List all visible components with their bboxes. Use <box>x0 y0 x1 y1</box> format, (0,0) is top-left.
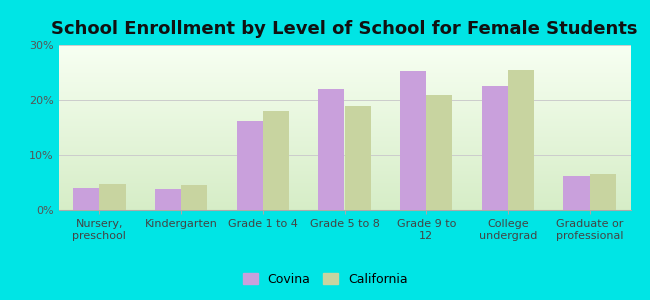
Bar <box>99 184 125 210</box>
Bar <box>263 111 289 210</box>
Bar <box>564 176 590 210</box>
Title: School Enrollment by Level of School for Female Students: School Enrollment by Level of School for… <box>51 20 638 38</box>
Bar <box>400 71 426 210</box>
Bar <box>426 94 452 210</box>
Bar <box>155 189 181 210</box>
Legend: Covina, California: Covina, California <box>237 268 413 291</box>
Bar <box>73 188 99 210</box>
Bar <box>344 106 370 210</box>
Bar <box>482 86 508 210</box>
Bar <box>590 174 616 210</box>
Bar <box>318 89 344 210</box>
Bar <box>181 185 207 210</box>
Bar <box>508 70 534 210</box>
Bar <box>237 121 263 210</box>
